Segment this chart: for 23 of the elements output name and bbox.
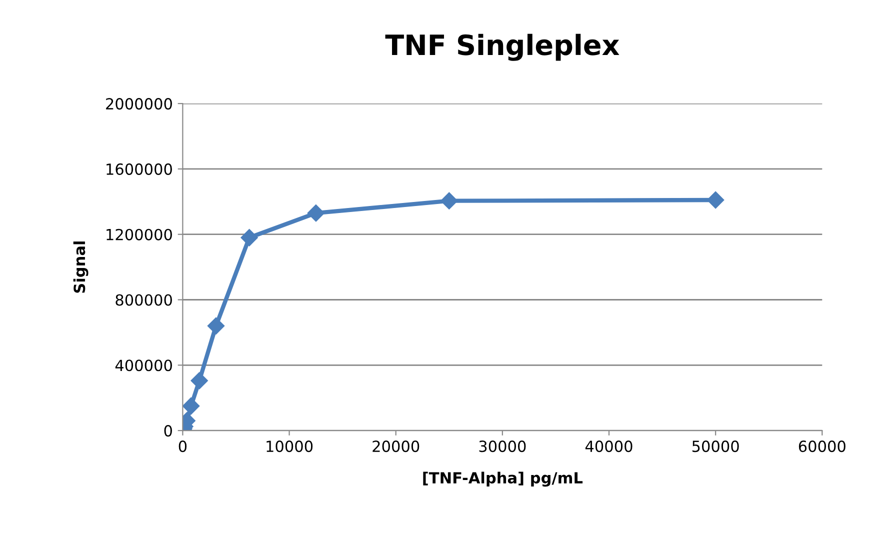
point <box>307 204 324 222</box>
chart-title: TNF Singleplex <box>385 34 620 61</box>
point <box>190 372 208 390</box>
y-tick-label: 2000000 <box>106 98 172 110</box>
x-tick-label: 40000 <box>585 440 632 452</box>
x-tick-label: 10000 <box>266 440 313 452</box>
x-tick-label: 30000 <box>479 440 526 452</box>
point <box>707 191 724 209</box>
point <box>240 229 258 246</box>
y-tick-label: 800000 <box>116 294 172 306</box>
y-tick-label: 1600000 <box>106 163 172 175</box>
y-tick-label: 1200000 <box>106 228 172 240</box>
x-axis-title: [TNF-Alpha] pg/mL <box>423 472 583 487</box>
x-tick-label: 50000 <box>692 440 739 452</box>
point <box>440 192 458 210</box>
x-tick-label: 20000 <box>372 440 420 452</box>
y-tick-label: 400000 <box>115 360 172 372</box>
y-tick-label: 0 <box>164 425 172 437</box>
x-tick-label: 0 <box>178 440 187 452</box>
y-axis-title: Signal <box>73 242 88 293</box>
x-tick-label: 60000 <box>798 440 846 452</box>
point <box>207 317 225 334</box>
point <box>182 397 200 415</box>
